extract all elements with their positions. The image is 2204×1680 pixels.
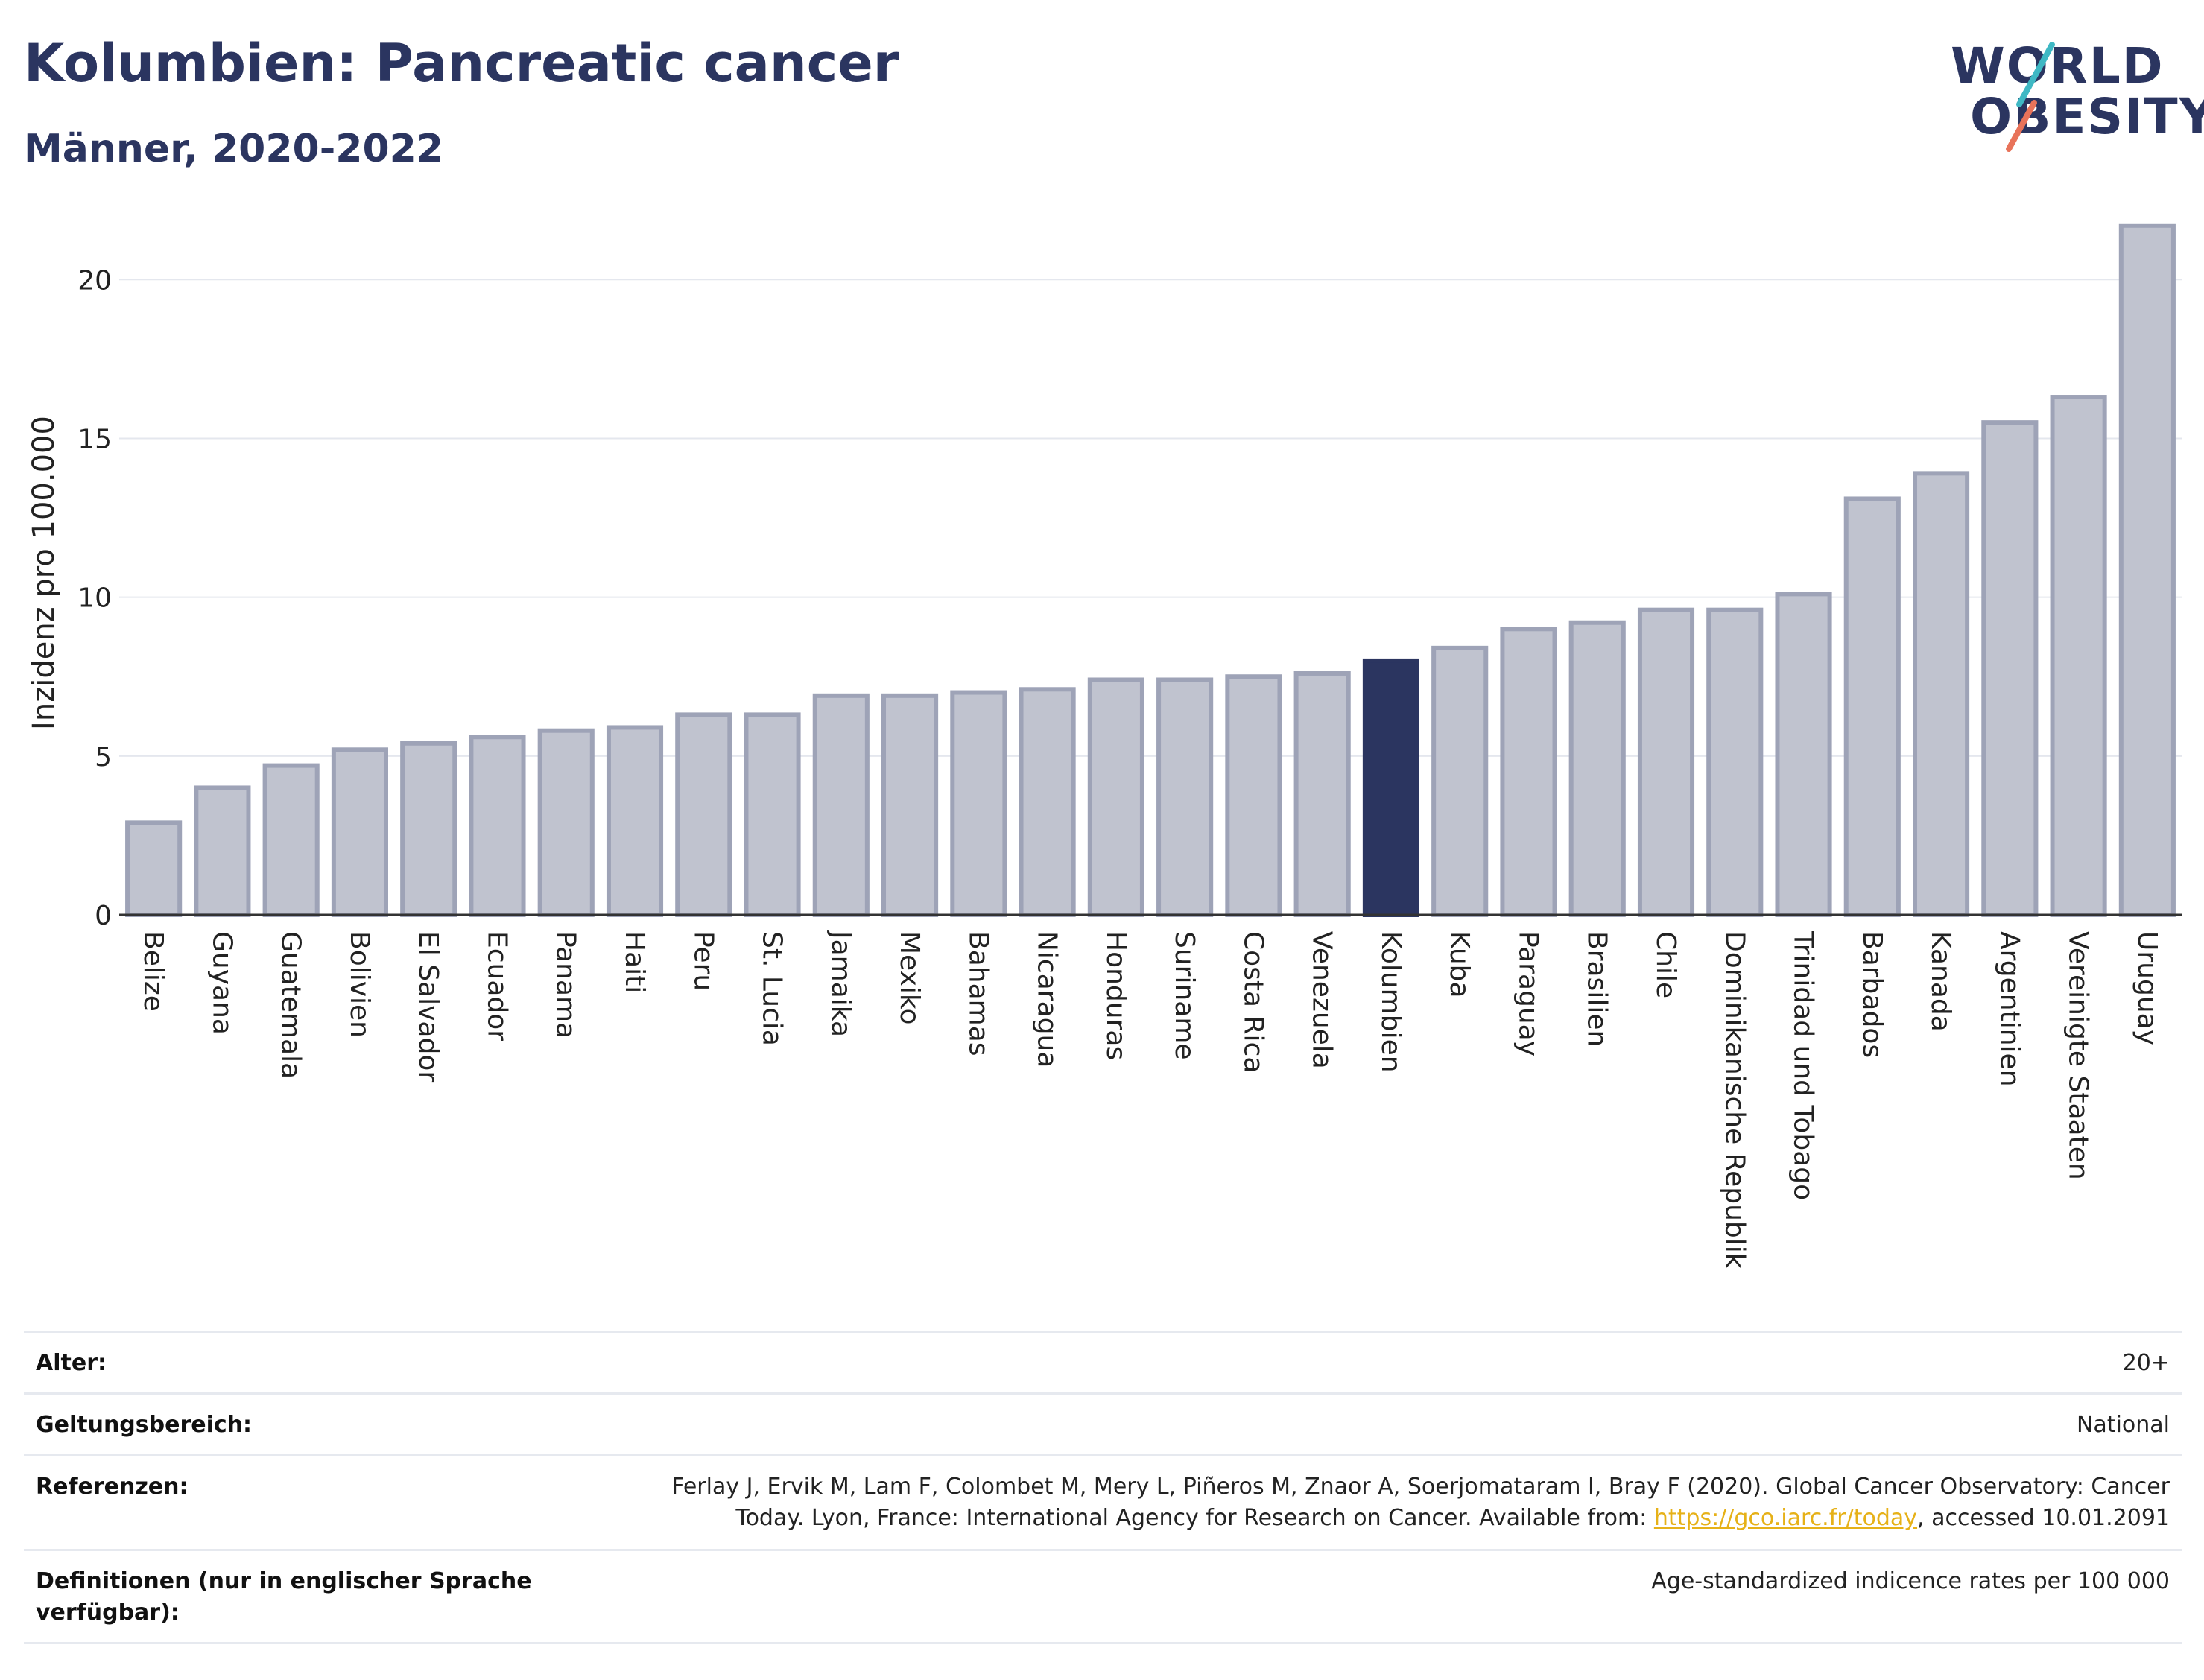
reference-line-1: Ferlay J, Ervik M, Lam F, Colombet M, Me… (671, 1474, 2170, 1500)
x-tick-label: Kuba (1444, 931, 1475, 998)
bar-venezuela (1293, 671, 1351, 917)
x-tick-label: Peru (688, 931, 718, 991)
bar-honduras (1087, 677, 1144, 917)
x-tick-label: Trinidad und Tobago (1788, 931, 1819, 1200)
bar-bahamas (950, 690, 1007, 918)
x-tick-label: Dominikanische Republik (1719, 931, 1749, 1269)
logo-text-obesity: OBESITY (1970, 88, 2204, 145)
meta-row-references: Referenzen: Ferlay J, Ervik M, Lam F, Co… (24, 1454, 2182, 1549)
x-tick-label: Uruguay (2132, 931, 2162, 1045)
bar-dominikanische-republik (1706, 607, 1764, 917)
meta-value-scope: National (2076, 1412, 2170, 1438)
meta-row-definitions: Definitionen (nur in englischer Sprache … (24, 1549, 2182, 1644)
bar-brasilien (1568, 620, 1626, 918)
x-tick-label: Ecuador (481, 931, 512, 1041)
x-tick-label: Jamaika (826, 930, 856, 1037)
reference-line-2-post: , accessed 10.01.2091 (1917, 1505, 2170, 1531)
x-tick-label: Panama (551, 931, 581, 1039)
logo-slash-icon (2006, 42, 2055, 152)
x-tick-label: St. Lucia (757, 931, 788, 1046)
x-tick-label: Brasilien (1582, 931, 1612, 1047)
x-tick-label: Belize (138, 931, 168, 1012)
y-tick-label: 15 (77, 424, 112, 454)
bar-nicaragua (1019, 687, 1076, 917)
bar-mexiko (881, 693, 939, 917)
y-tick-label: 5 (95, 742, 112, 773)
bar-uruguay (2118, 223, 2176, 918)
meta-row-age: Alter: 20+ (24, 1331, 2182, 1392)
y-axis-label: Inzidenz pro 100.000 (27, 416, 61, 730)
meta-row-scope: Geltungsbereich: National (24, 1392, 2182, 1454)
bar-bolivien (331, 747, 388, 917)
bar-paraguay (1500, 627, 1557, 917)
bar-barbados (1843, 496, 1901, 917)
x-tick-label: Venezuela (1307, 931, 1337, 1069)
x-tick-label: Kolumbien (1375, 931, 1406, 1073)
bar-haiti (606, 725, 664, 917)
world-obesity-logo[interactable]: WORLD OBESITY (1937, 22, 2204, 156)
chart-subtitle: Männer, 2020-2022 (24, 127, 444, 171)
bar-chart: 0 5 10 15 20 Inzidenz pro 100.000 Belize Guyana… (27, 223, 2182, 1269)
meta-label-scope: Geltungsbereich: (36, 1412, 253, 1438)
x-tick-label: Chile (1650, 931, 1681, 998)
definitions-label-line-1: Definitionen (nur in englischer Sprache (36, 1568, 532, 1594)
x-tick-label: Mexiko (894, 931, 925, 1024)
reference-line-2: Today. Lyon, France: International Agenc… (381, 1503, 2170, 1534)
bar-st-lucia (744, 712, 801, 918)
x-tick-label: Nicaragua (1032, 931, 1063, 1068)
x-tick-label: Costa Rica (1238, 931, 1268, 1073)
bar-vereinigte-staaten (2050, 395, 2107, 917)
bar-chile (1637, 607, 1695, 917)
bar-guyana (194, 785, 251, 918)
bar-suriname (1156, 677, 1214, 917)
meta-label-references: Referenzen: (36, 1474, 189, 1500)
x-tick-label: Guyana (206, 931, 237, 1035)
meta-label-age: Alter: (36, 1350, 107, 1376)
bar-kanada (1913, 471, 1970, 917)
chart-title: Kolumbien: Pancreatic cancer (24, 33, 899, 94)
metadata-table: Alter: 20+ Geltungsbereich: National Ref… (24, 1331, 2182, 1644)
meta-value-references: Ferlay J, Ervik M, Lam F, Colombet M, Me… (381, 1471, 2170, 1534)
reference-line-2-pre: Today. Lyon, France: International Agenc… (735, 1505, 1654, 1531)
y-tick-label: 0 (95, 901, 112, 931)
bar-peru (675, 712, 732, 918)
y-tick-label: 20 (77, 265, 112, 296)
x-tick-label: Bolivien (344, 931, 375, 1038)
bar-costa-rica (1225, 674, 1282, 918)
x-tick-label: Barbados (1857, 931, 1887, 1058)
bar-belize (125, 820, 183, 917)
bar-argentinien (1981, 420, 2039, 917)
x-tick-label: El Salvador (413, 931, 443, 1082)
bar-kolumbien (1362, 658, 1419, 918)
x-tick-label: Kanada (1925, 931, 1956, 1032)
x-tick-label: Paraguay (1513, 931, 1543, 1056)
definitions-label-line-2: verfügbar): (36, 1600, 180, 1626)
x-tick-label: Suriname (1169, 931, 1200, 1060)
x-tick-label: Honduras (1101, 931, 1131, 1060)
x-tick-label: Argentinien (1994, 931, 2024, 1087)
meta-label-definitions: Definitionen (nur in englischer Sprache … (36, 1566, 532, 1629)
x-tick-label: Guatemala (276, 931, 306, 1079)
x-tick-label: Vereinigte Staaten (2063, 931, 2094, 1180)
x-tick-label: Bahamas (963, 931, 993, 1056)
bar-panama (537, 728, 595, 918)
meta-value-age: 20+ (2122, 1350, 2170, 1376)
bar-guatemala (262, 763, 320, 918)
meta-value-definitions: Age-standardized indicence rates per 100… (1651, 1568, 2170, 1594)
logo-text-world: WORLD (1951, 37, 2165, 95)
x-tick-label: Haiti (619, 931, 650, 993)
bar-ecuador (469, 735, 526, 918)
bar-trinidad-und-tobago (1775, 592, 1832, 917)
y-tick-label: 10 (77, 583, 112, 614)
bar-el-salvador (400, 741, 457, 917)
bar-jamaika (812, 693, 870, 917)
reference-link[interactable]: https://gco.iarc.fr/today (1653, 1505, 1918, 1531)
bar-kuba (1431, 645, 1489, 917)
